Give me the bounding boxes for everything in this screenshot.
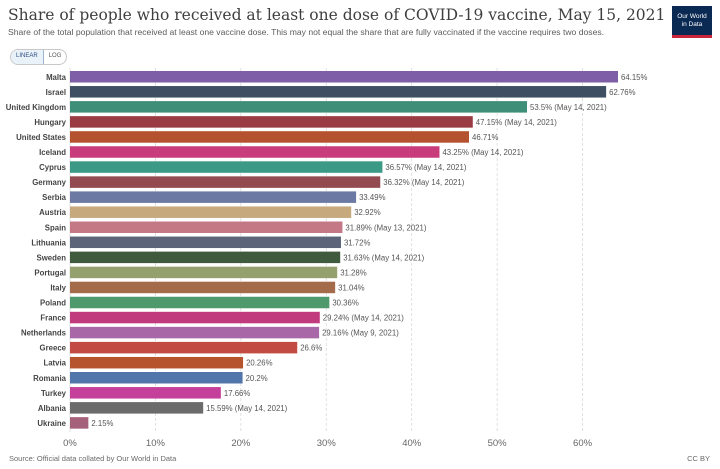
bar bbox=[70, 71, 618, 83]
category-label: Latvia bbox=[43, 359, 66, 368]
bar bbox=[70, 176, 381, 188]
license-link[interactable]: CC BY bbox=[687, 454, 710, 463]
category-label: Ukraine bbox=[37, 419, 66, 428]
x-tick-label: 30% bbox=[317, 438, 337, 449]
value-label: 32.92% bbox=[354, 208, 381, 217]
value-label: 31.28% bbox=[340, 268, 367, 277]
value-label: 20.26% bbox=[246, 359, 273, 368]
chart-title: Share of people who received at least on… bbox=[8, 6, 666, 24]
value-label: 31.89% (May 13, 2021) bbox=[345, 223, 426, 232]
category-label: United Kingdom bbox=[6, 103, 66, 112]
category-label: Romania bbox=[33, 374, 67, 383]
x-tick-label: 60% bbox=[573, 438, 593, 449]
bar bbox=[70, 341, 298, 354]
log-scale-button[interactable]: LOG bbox=[48, 53, 62, 59]
bar-chart: 0% 10% 20% 30% 40% 50% 60% Malta 64.15% Israel 62.… bbox=[6, 68, 648, 449]
bar bbox=[70, 281, 336, 294]
value-label: 26.6% bbox=[300, 344, 322, 353]
value-label: 15.59% (May 14, 2021) bbox=[206, 404, 287, 413]
category-label: Austria bbox=[39, 208, 67, 217]
bar bbox=[70, 326, 320, 339]
category-label: Poland bbox=[40, 299, 66, 308]
category-label: Serbia bbox=[42, 193, 66, 202]
bar bbox=[70, 266, 338, 279]
category-label: Malta bbox=[46, 73, 67, 82]
x-tick-label: 10% bbox=[146, 438, 166, 449]
category-label: Portugal bbox=[34, 268, 66, 277]
category-label: Turkey bbox=[41, 389, 67, 398]
category-label: Cyprus bbox=[39, 163, 67, 172]
bar bbox=[70, 146, 440, 158]
bar bbox=[70, 296, 330, 309]
x-tick-label: 50% bbox=[488, 438, 508, 449]
bar bbox=[70, 221, 343, 233]
source-note: Source: Official data collated by Our Wo… bbox=[9, 454, 177, 463]
scale-toggle[interactable]: LINEAR LOG bbox=[10, 49, 68, 65]
category-label: Sweden bbox=[37, 253, 67, 262]
bar bbox=[70, 402, 204, 414]
value-label: 20.2% bbox=[246, 374, 268, 383]
owid-logo[interactable]: Our World in Data bbox=[672, 6, 712, 38]
bar bbox=[70, 356, 244, 369]
category-label: Iceland bbox=[39, 148, 66, 157]
bar bbox=[70, 86, 607, 98]
category-label: Hungary bbox=[34, 118, 66, 127]
logo-line2: in Data bbox=[681, 21, 703, 28]
category-label: Germany bbox=[32, 178, 66, 187]
bar bbox=[70, 372, 243, 384]
category-label: France bbox=[40, 314, 66, 323]
bar bbox=[70, 161, 383, 173]
logo-line1: Our World bbox=[677, 13, 707, 20]
bar bbox=[70, 236, 341, 249]
value-label: 29.24% (May 14, 2021) bbox=[323, 314, 404, 323]
value-label: 30.36% bbox=[332, 299, 359, 308]
linear-scale-button[interactable]: LINEAR bbox=[11, 50, 44, 64]
bar bbox=[70, 206, 352, 218]
value-label: 53.5% (May 14, 2021) bbox=[530, 103, 607, 112]
category-label: Albania bbox=[38, 404, 67, 413]
category-label: United States bbox=[16, 133, 66, 142]
bar bbox=[70, 251, 341, 264]
value-label: 31.72% bbox=[344, 238, 371, 247]
value-label: 31.63% (May 14, 2021) bbox=[343, 253, 424, 262]
x-tick-label: 40% bbox=[402, 438, 422, 449]
category-label: Israel bbox=[46, 88, 66, 97]
chart-subtitle: Share of the total population that recei… bbox=[8, 27, 605, 37]
bar bbox=[70, 417, 89, 429]
category-label: Greece bbox=[40, 344, 67, 353]
value-label: 36.32% (May 14, 2021) bbox=[383, 178, 464, 187]
bar bbox=[70, 116, 473, 128]
bar bbox=[70, 101, 528, 113]
value-label: 17.66% bbox=[224, 389, 251, 398]
bar bbox=[70, 311, 320, 324]
category-label: Netherlands bbox=[21, 329, 67, 338]
bar bbox=[70, 191, 357, 203]
value-label: 29.16% (May 9, 2021) bbox=[322, 329, 399, 338]
value-label: 64.15% bbox=[621, 73, 648, 82]
value-label: 2.15% bbox=[91, 419, 113, 428]
value-label: 33.49% bbox=[359, 193, 386, 202]
category-label: Spain bbox=[45, 223, 66, 232]
bar bbox=[70, 387, 221, 399]
value-label: 62.76% bbox=[609, 88, 636, 97]
value-label: 36.57% (May 14, 2021) bbox=[385, 163, 466, 172]
value-label: 31.04% bbox=[338, 283, 365, 292]
category-label: Italy bbox=[50, 283, 66, 292]
value-label: 46.71% bbox=[472, 133, 499, 142]
bar bbox=[70, 131, 470, 143]
x-tick-label: 0% bbox=[63, 438, 77, 449]
x-tick-label: 20% bbox=[231, 438, 251, 449]
value-label: 47.15% (May 14, 2021) bbox=[476, 118, 557, 127]
category-label: Lithuania bbox=[31, 238, 66, 247]
value-label: 43.25% (May 14, 2021) bbox=[442, 148, 523, 157]
